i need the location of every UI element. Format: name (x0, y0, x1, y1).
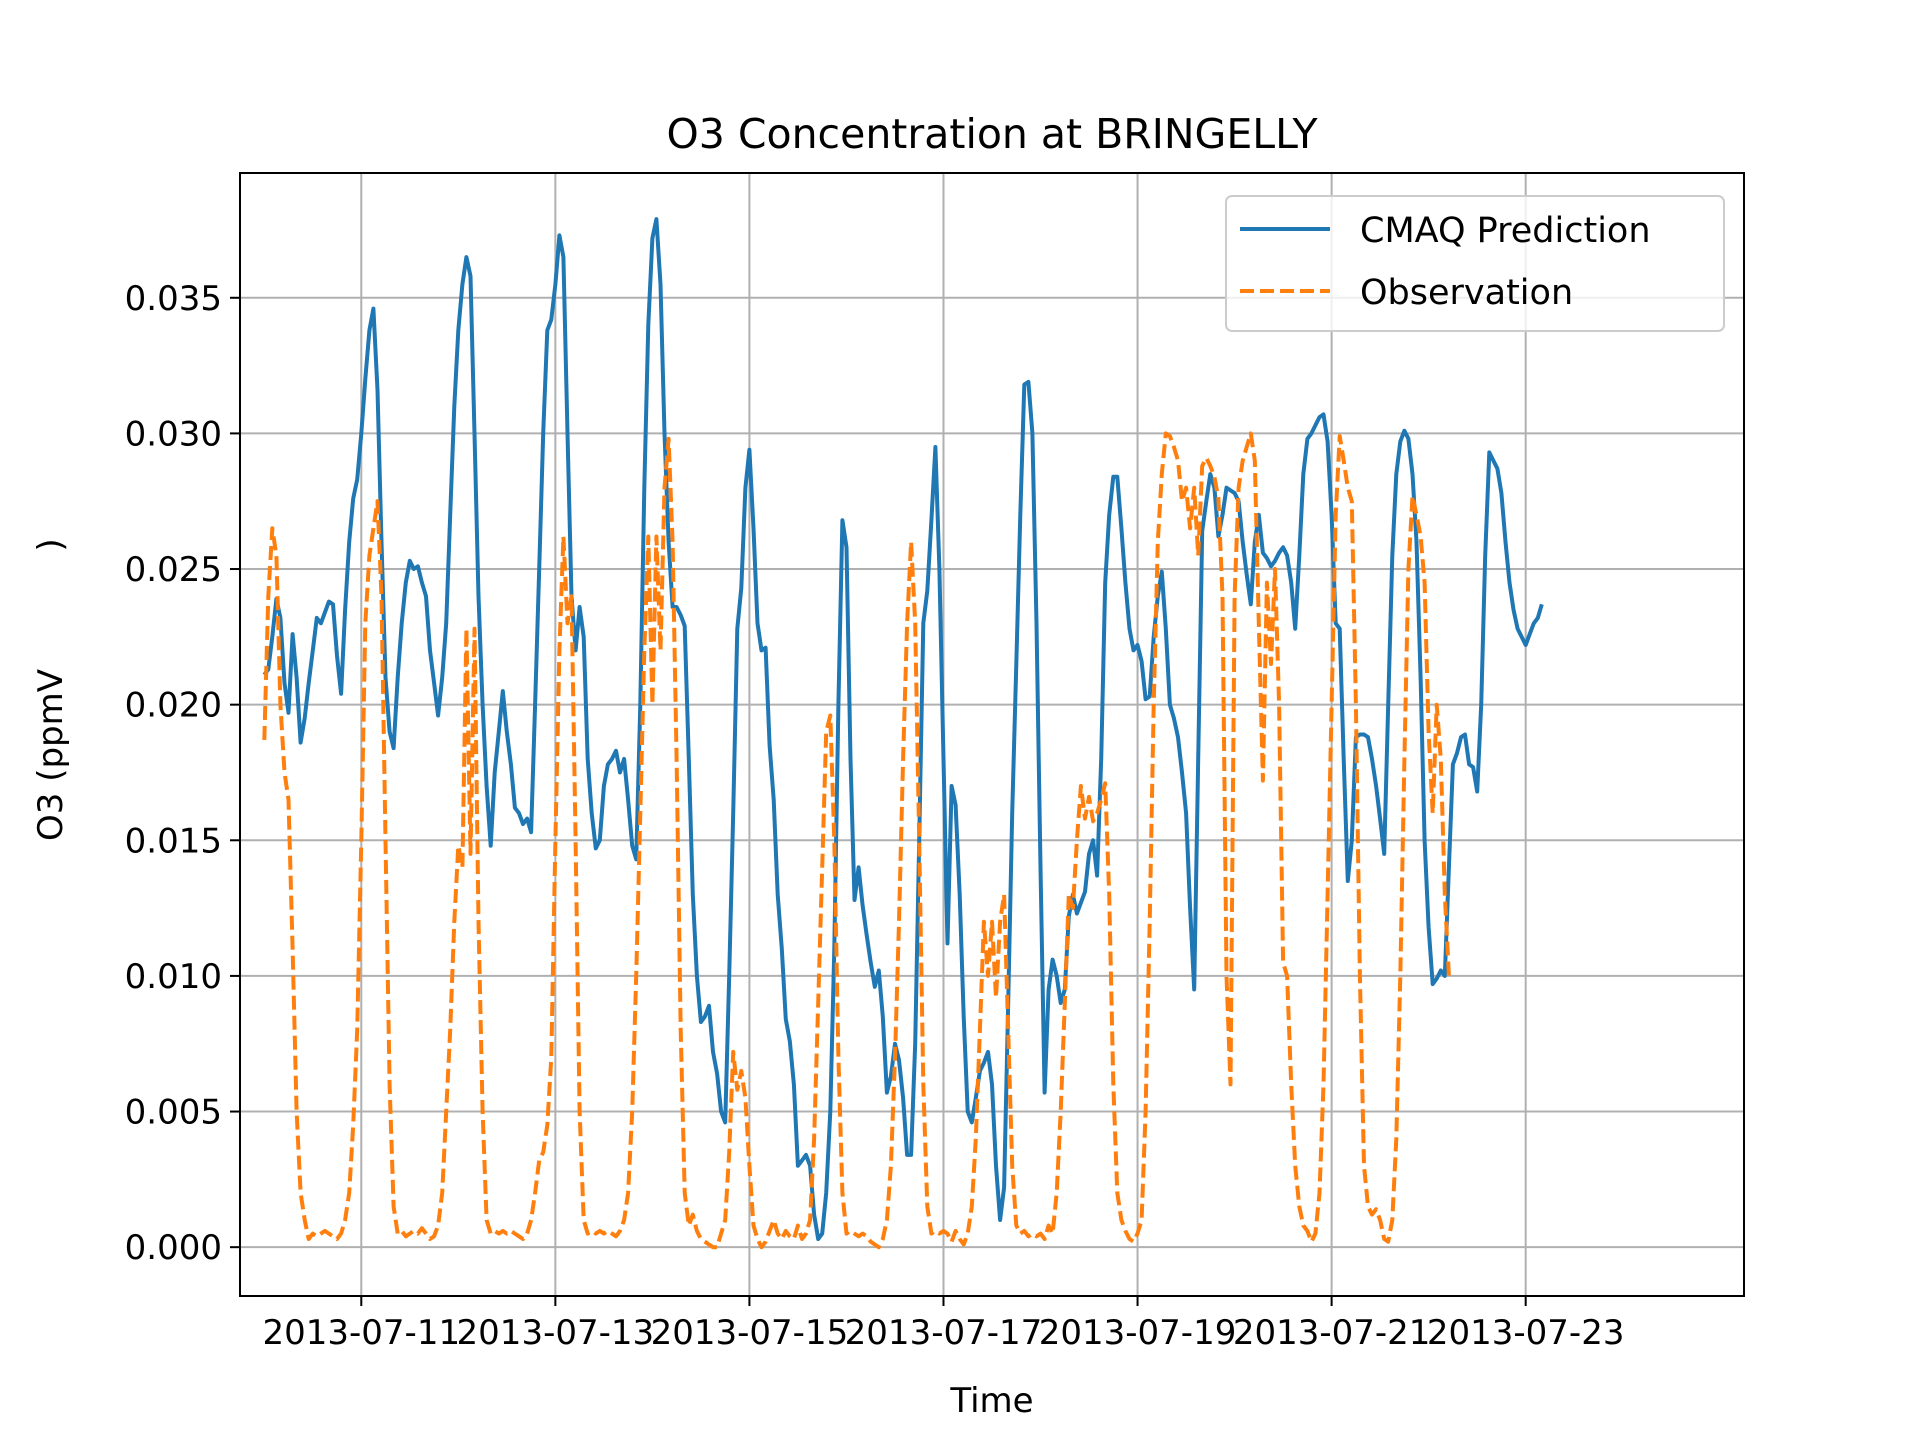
y-tick-label: 0.015 (125, 821, 222, 861)
legend-frame (1225, 195, 1725, 332)
y-axis: 0.000 0.005 0.010 0.015 0.020 0.025 0.030 0.035 (125, 279, 240, 1268)
x-tick-label: 2013-07-23 (1427, 1313, 1625, 1353)
chart-title: O3 Concentration at BRINGELLY (666, 110, 1318, 158)
y-tick-label: 0.030 (125, 414, 222, 454)
y-tick-label: 0.025 (125, 550, 222, 590)
y-axis-label-line-1: O3 (ppmV (31, 669, 71, 841)
y-axis-label: O3 (ppmV ) (31, 538, 71, 841)
x-axis: 2013-07-112013-07-132013-07-152013-07-17… (262, 1296, 1624, 1353)
legend: CMAQ Prediction Observation (1225, 195, 1725, 332)
series-line-observation (262, 431, 1451, 1250)
x-tick-label: 2013-07-11 (262, 1313, 460, 1353)
y-tick-label: 0.020 (125, 686, 222, 726)
series-line-cmaq-prediction (262, 217, 1544, 1241)
y-tick-label: 0.010 (125, 957, 222, 997)
y-tick-label: 0.005 (125, 1093, 222, 1133)
y-axis-label-line-2: ) (31, 538, 71, 551)
x-tick-label: 2013-07-19 (1039, 1313, 1237, 1353)
x-tick-label: 2013-07-15 (651, 1313, 849, 1353)
series-layer (262, 217, 1544, 1250)
x-axis-label: Time (949, 1381, 1033, 1421)
legend-label-cmaq: CMAQ Prediction (1360, 211, 1651, 251)
y-tick-label: 0.035 (125, 279, 222, 319)
plot-area-frame (239, 172, 1745, 1297)
grid-lines (240, 173, 1744, 1296)
y-tick-label: 0.000 (125, 1228, 222, 1268)
x-tick-label: 2013-07-13 (457, 1313, 655, 1353)
x-tick-label: 2013-07-17 (845, 1313, 1043, 1353)
legend-label-observation: Observation (1360, 273, 1573, 313)
x-tick-label: 2013-07-21 (1233, 1313, 1431, 1353)
